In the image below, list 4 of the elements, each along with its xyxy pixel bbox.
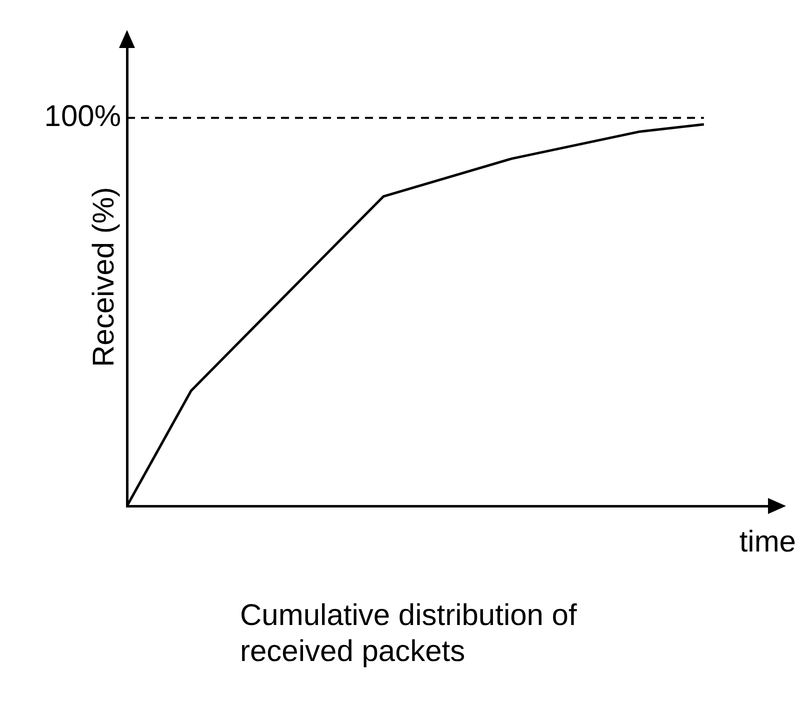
y-axis-title: Received (%) (87, 186, 120, 368)
x-axis-title: time (739, 525, 796, 558)
text: 100% (44, 100, 121, 134)
text: Cumulative distribution of received packets (240, 598, 578, 670)
